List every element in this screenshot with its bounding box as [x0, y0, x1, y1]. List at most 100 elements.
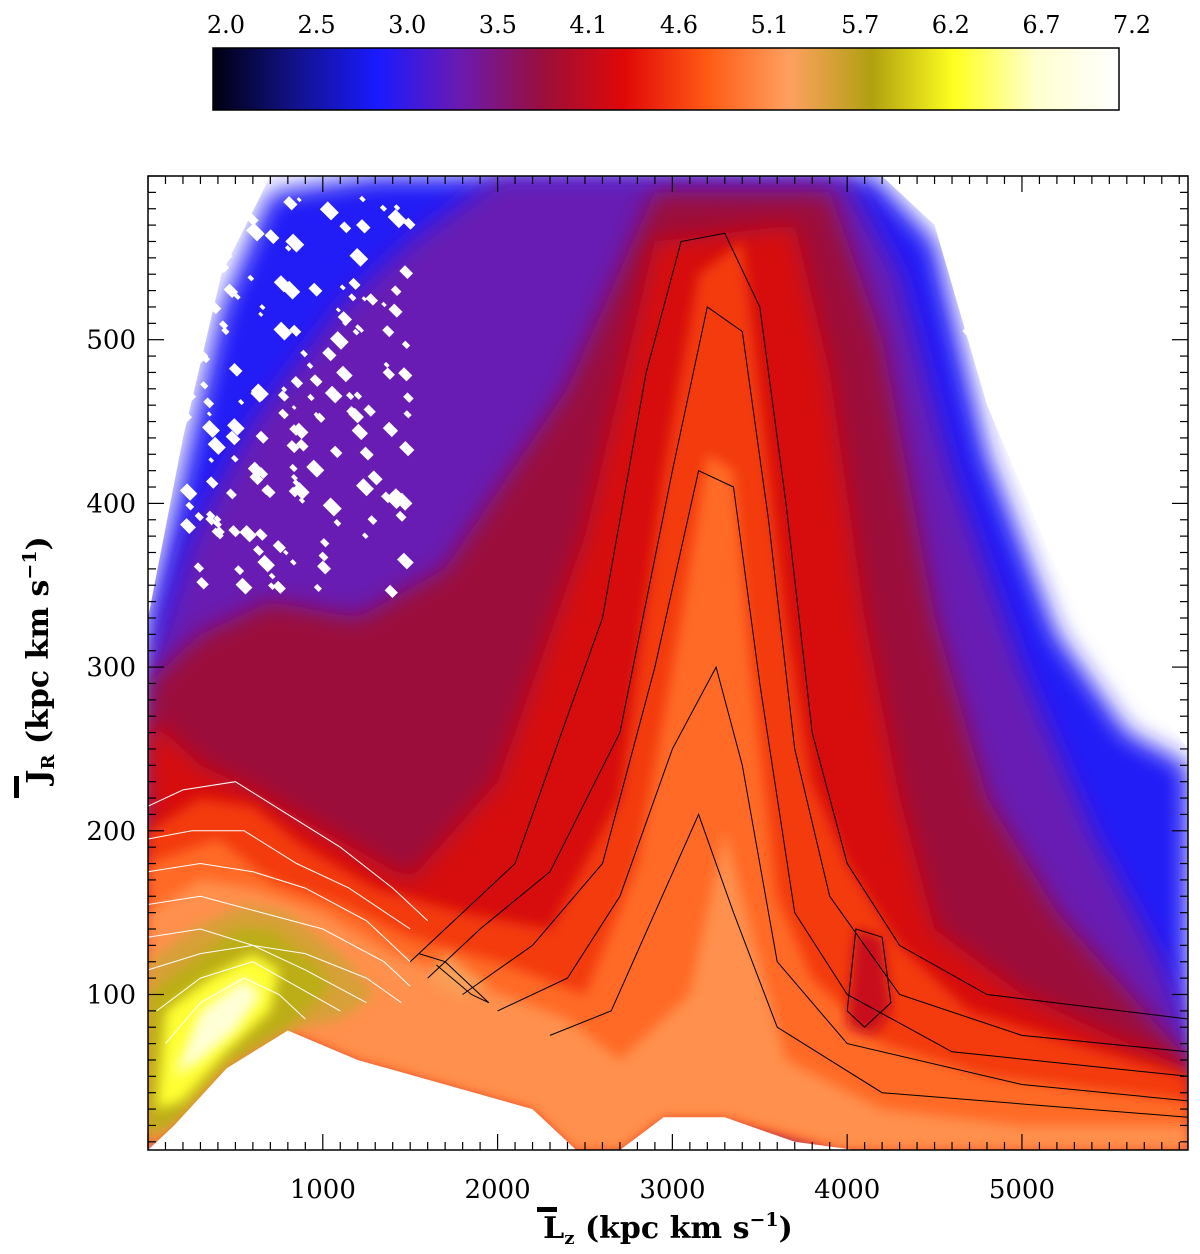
sparse-cell — [318, 551, 329, 562]
sparse-cell — [403, 217, 416, 230]
sparse-cell — [290, 474, 298, 482]
sparse-cell — [221, 326, 230, 336]
sparse-cell — [398, 367, 413, 382]
contour-line — [549, 813, 1188, 1118]
sparse-cell — [272, 580, 286, 594]
contour-line — [148, 895, 411, 987]
colorbar-tick-label: 4.1 — [569, 11, 607, 39]
sparse-cell — [382, 325, 395, 338]
axis-ticks — [147, 175, 1188, 1150]
sparse-cell — [390, 285, 402, 297]
x-tick-label: 5000 — [989, 1175, 1055, 1205]
sparse-cell — [259, 304, 266, 311]
sparse-cell — [389, 488, 406, 504]
x-tick-label: 4000 — [814, 1175, 880, 1205]
colorbar-tick-label: 4.6 — [660, 11, 698, 39]
y-tick-label: 200 — [86, 817, 136, 847]
sparse-cell — [255, 528, 268, 541]
x-tick-label: 3000 — [639, 1175, 705, 1205]
sparse-cell — [227, 418, 245, 436]
contour-line — [148, 781, 429, 922]
contour-line — [156, 961, 341, 1012]
sparse-cell — [289, 463, 298, 473]
empty-region — [619, 1117, 856, 1150]
sparse-cell — [234, 565, 245, 576]
sparse-cell — [395, 510, 407, 522]
sparse-cell — [273, 321, 293, 341]
sparse-cell — [225, 430, 241, 446]
contour-line — [497, 665, 1188, 1102]
sparse-cell — [250, 383, 269, 402]
sparse-cell — [298, 497, 306, 504]
sparse-cell — [194, 512, 204, 522]
sparse-cell — [379, 204, 387, 212]
sparse-cell — [290, 375, 304, 389]
sparse-cell — [362, 532, 369, 540]
sparse-cell — [337, 311, 353, 326]
sparse-cell — [288, 486, 300, 498]
sparse-cell — [215, 526, 225, 536]
sparse-cell — [213, 519, 222, 529]
y-tick-label: 100 — [86, 981, 136, 1011]
sparse-cell — [228, 525, 241, 538]
sparse-cell — [346, 391, 355, 401]
sparse-cell — [213, 515, 222, 523]
sparse-cell — [381, 301, 387, 308]
colorbar-bar — [212, 47, 1120, 111]
sparse-cell — [226, 488, 237, 500]
sparse-cell — [203, 397, 215, 409]
sparse-cell — [261, 484, 276, 499]
sparse-cell — [291, 405, 297, 410]
sparse-cell — [381, 491, 393, 504]
sparse-cell — [319, 201, 339, 221]
sparse-cell — [258, 311, 264, 317]
sparse-cell — [335, 307, 341, 313]
sparse-cell — [239, 525, 257, 543]
empty-region — [148, 1030, 577, 1150]
sparse-cell — [403, 410, 412, 419]
sparse-cell — [367, 515, 378, 525]
sparse-cell — [320, 538, 330, 548]
x-tick-label: 2000 — [465, 1175, 531, 1205]
sparse-cell — [205, 514, 216, 526]
sparse-cell — [206, 411, 212, 417]
sparse-cell — [353, 391, 363, 400]
contour-line — [846, 928, 892, 1028]
sparse-cell — [401, 340, 411, 350]
contour-line — [418, 953, 490, 1004]
density-region — [174, 978, 262, 1077]
y-tick-label: 500 — [86, 326, 136, 356]
sparse-cell — [322, 497, 342, 517]
empty-region — [882, 176, 1188, 749]
sparse-cell — [235, 577, 253, 595]
sparse-cell — [273, 275, 292, 293]
sparse-cell — [202, 419, 220, 438]
x-tick-label: 1000 — [290, 1175, 356, 1205]
sparse-cell — [290, 559, 297, 566]
sparse-cell — [207, 436, 226, 455]
sparse-cell — [180, 518, 196, 535]
density-region — [148, 830, 1188, 1150]
sparse-cell — [307, 393, 315, 402]
contour-line — [148, 862, 411, 963]
sparse-cell — [348, 277, 361, 290]
sparse-cell — [399, 265, 414, 280]
contour-line — [148, 944, 367, 1004]
sparse-cell — [247, 274, 255, 282]
sparse-cell — [324, 385, 343, 404]
svg-text:JR (kpc km s−1): JR (kpc km s−1) — [19, 536, 59, 787]
sparse-cell — [330, 445, 343, 459]
sparse-cell — [346, 406, 359, 419]
contour-line — [165, 977, 306, 1044]
x-tick-labels: 1000 2000 3000 4000 5000 — [290, 1175, 1055, 1205]
sparse-cell — [388, 303, 403, 318]
sparse-cell — [246, 222, 265, 242]
sparse-cell — [356, 478, 374, 497]
sparse-cell — [330, 331, 349, 350]
sparse-cell — [383, 361, 390, 368]
sparse-cell — [382, 367, 395, 380]
density-region — [847, 929, 891, 1036]
y-tick-label: 400 — [86, 489, 136, 519]
sparse-cell — [361, 296, 367, 302]
contour-line — [409, 232, 1188, 1020]
